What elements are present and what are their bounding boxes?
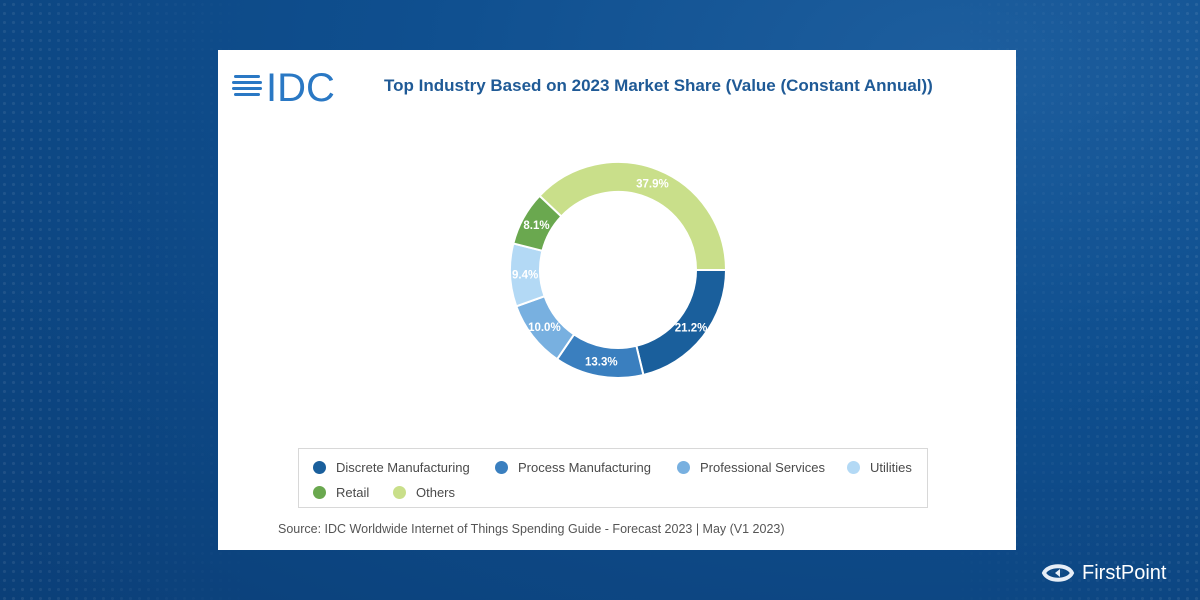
source-note: Source: IDC Worldwide Internet of Things…: [278, 522, 785, 536]
slice-label-discrete-manufacturing: 21.2%: [675, 323, 708, 335]
legend-item-utilities[interactable]: Utilities: [847, 459, 912, 475]
slice-label-utilities: 9.4%: [512, 269, 538, 281]
legend-item-process-manufacturing[interactable]: Process Manufacturing: [495, 459, 651, 475]
chart-title: Top Industry Based on 2023 Market Share …: [384, 76, 933, 95]
legend-label: Process Manufacturing: [518, 459, 651, 475]
idc-logo: IDC: [232, 66, 335, 106]
idc-logo-text: IDC: [266, 66, 335, 106]
legend-label: Discrete Manufacturing: [336, 459, 470, 475]
legend-swatch: [847, 460, 860, 474]
legend-swatch: [313, 485, 326, 499]
legend-label: Professional Services: [700, 459, 825, 475]
background-dot-pattern-left: [0, 0, 260, 600]
legend-item-retail[interactable]: Retail: [313, 484, 369, 500]
chart-card: IDC Top Industry Based on 2023 Market Sh…: [218, 50, 1016, 550]
legend-item-others[interactable]: Others: [393, 484, 455, 500]
legend-item-professional-services[interactable]: Professional Services: [677, 459, 825, 475]
chart-legend: Discrete Manufacturing Process Manufactur…: [298, 448, 928, 508]
slice-label-professional-services: 10.0%: [528, 322, 561, 334]
donut-chart: 21.2% 13.3% 10.0% 9.4% 8.1% 37.9%: [509, 161, 728, 379]
legend-item-discrete-manufacturing[interactable]: Discrete Manufacturing: [313, 459, 470, 475]
firstpoint-logo-icon: [1041, 564, 1075, 582]
donut-slice-others[interactable]: [538, 161, 728, 271]
slice-label-process-manufacturing: 13.3%: [585, 356, 618, 368]
legend-label: Utilities: [870, 459, 912, 475]
legend-swatch: [495, 460, 508, 474]
firstpoint-logo: FirstPoint: [1040, 560, 1166, 586]
slice-label-retail: 8.1%: [523, 220, 549, 232]
firstpoint-brand-text: FirstPoint: [1082, 561, 1167, 584]
slice-label-others: 37.9%: [636, 179, 669, 191]
legend-label: Others: [416, 484, 456, 500]
legend-label: Retail: [336, 484, 370, 500]
legend-swatch: [677, 460, 690, 474]
legend-swatch: [313, 460, 326, 474]
legend-swatch: [393, 485, 406, 499]
